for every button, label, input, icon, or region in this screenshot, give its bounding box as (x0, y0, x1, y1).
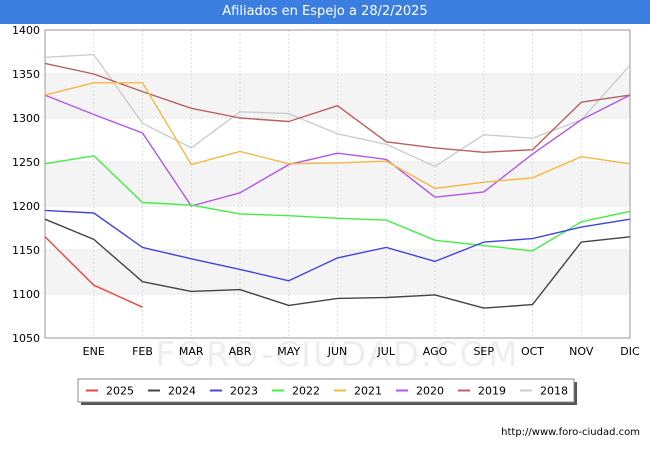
legend-label-2024: 2024 (168, 385, 196, 398)
x-tick-label: SEP (473, 345, 494, 358)
x-tick-label: MAR (179, 345, 204, 358)
legend-label-2018: 2018 (540, 385, 568, 398)
y-tick-label: 1100 (12, 288, 40, 301)
series-line-2018 (44, 53, 631, 168)
x-tick-label: MAY (277, 345, 300, 358)
x-tick-label: NOV (569, 345, 594, 358)
title-bar (0, 0, 650, 24)
legend-label-2022: 2022 (292, 385, 320, 398)
y-tick-label: 1200 (12, 200, 40, 213)
x-tick-label: JUN (327, 345, 348, 358)
y-tick-label: 1350 (12, 68, 40, 81)
legend-label-2023: 2023 (230, 385, 258, 398)
series-line-2022 (44, 155, 631, 252)
series-line-2019 (44, 62, 631, 154)
y-tick-label: 1050 (12, 332, 40, 345)
legend-label-2021: 2021 (354, 385, 382, 398)
x-tick-label: AGO (423, 345, 448, 358)
x-tick-label: JUL (377, 345, 396, 358)
series-line-2021 (44, 82, 631, 190)
series-line-2020 (44, 94, 631, 207)
legend-box (77, 378, 575, 403)
x-tick-label: ENE (83, 345, 105, 358)
legend-label-2025: 2025 (106, 385, 134, 398)
plot-border (44, 29, 631, 339)
y-tick-label: 1250 (12, 156, 40, 169)
y-tick-label: 1150 (12, 244, 40, 257)
series-line-2025 (44, 236, 143, 308)
y-tick-label: 1300 (12, 112, 40, 125)
chart-title: Afiliados en Espejo a 28/2/2025 (222, 4, 428, 19)
legend-label-2019: 2019 (478, 385, 506, 398)
x-tick-label: ABR (229, 345, 252, 358)
x-tick-label: DIC (620, 345, 640, 358)
watermark-text: FORO-CIUDAD.COM (155, 335, 519, 375)
source-url[interactable]: http://www.foro-ciudad.com (501, 427, 640, 438)
y-tick-label: 1400 (12, 24, 40, 37)
x-tick-label: OCT (521, 345, 544, 358)
series-line-2024 (44, 218, 631, 309)
x-tick-label: FEB (132, 345, 153, 358)
series-line-2023 (44, 209, 631, 282)
legend-label-2020: 2020 (416, 385, 444, 398)
